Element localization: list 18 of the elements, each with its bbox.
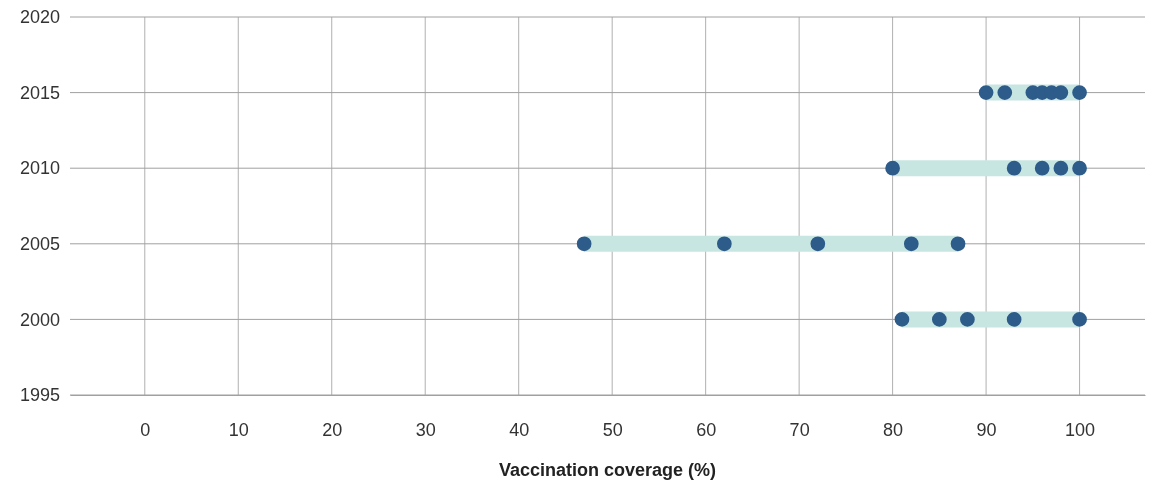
x-tick-label: 30 xyxy=(415,419,436,440)
x-tick-label: 70 xyxy=(789,419,810,440)
x-tick-label: 40 xyxy=(509,419,530,440)
x-tick-label: 0 xyxy=(140,419,151,440)
y-tick-label: 1995 xyxy=(19,385,60,406)
x-tick-label: 20 xyxy=(322,419,343,440)
x-tick-label: 60 xyxy=(696,419,717,440)
x-tick-label: 100 xyxy=(1065,419,1096,440)
x-tick-label: 90 xyxy=(976,419,997,440)
y-tick-label: 2010 xyxy=(19,158,60,179)
y-tick-label: 2015 xyxy=(19,82,60,103)
x-axis-title: Vaccination coverage (%) xyxy=(498,460,717,480)
y-tick-label: 2000 xyxy=(19,309,60,330)
y-tick-label: 2020 xyxy=(19,7,60,28)
x-tick-label: 10 xyxy=(228,419,249,440)
x-tick-label: 80 xyxy=(883,419,904,440)
x-tick-label: 50 xyxy=(602,419,623,440)
y-tick-label: 2005 xyxy=(19,234,60,255)
